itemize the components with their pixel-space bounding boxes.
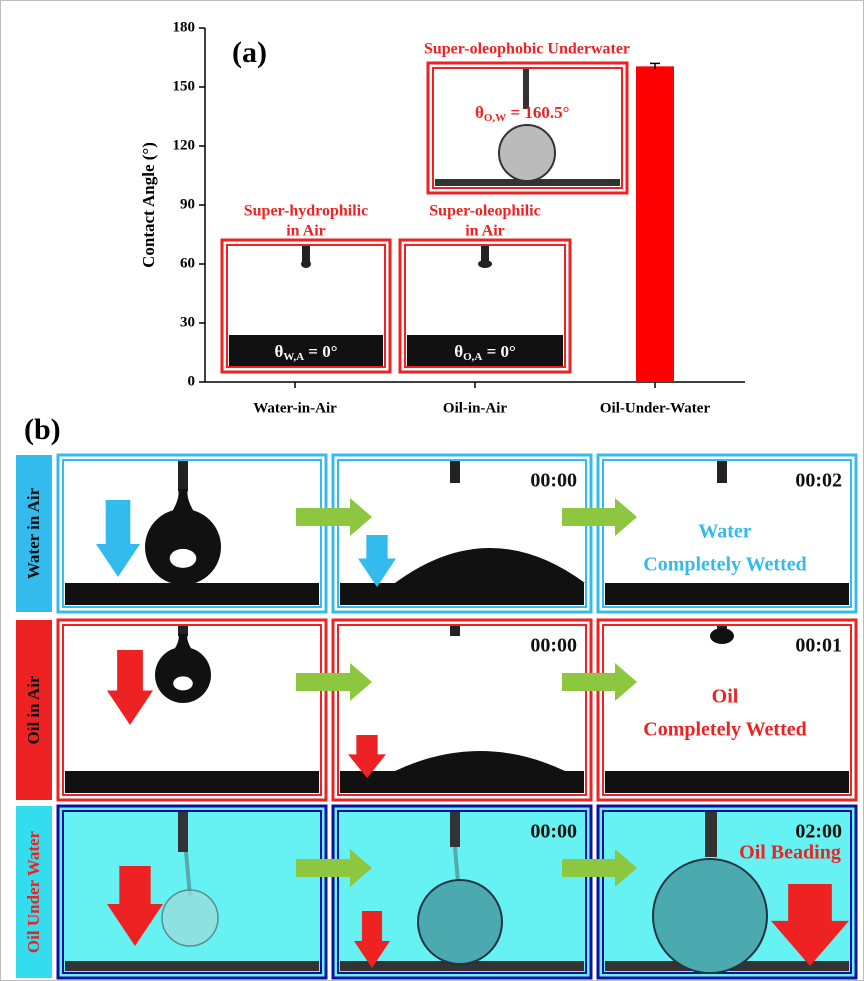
time-label: 02:00 [795,821,842,843]
y-tick-label: 180 [173,19,196,35]
row-label: Water in Air [24,487,43,579]
y-tick-label: 0 [188,373,196,389]
substrate [65,961,319,971]
y-tick-label: 60 [180,255,195,271]
droplet [155,647,211,703]
tail: = 0° [482,342,516,361]
needle [450,626,460,636]
substrate [65,771,319,793]
substrate [340,771,584,793]
row-label: Oil Under Water [24,830,43,953]
inset-title: in Air [286,223,326,240]
highlight [173,676,193,690]
bar [636,66,674,382]
subscript: O,A [463,351,482,363]
result-label: Completely Wetted [643,554,807,576]
y-tick-label: 30 [180,314,195,330]
inset-title: Super-oleophobic Underwater [424,41,630,58]
result-label: Water [698,521,751,543]
needle [705,812,717,857]
result-label: Oil [712,686,739,708]
droplet-tip [478,260,492,268]
needle [178,461,188,491]
y-tick-label: 90 [180,196,195,212]
droplet [499,125,555,181]
tail: = 160.5° [506,103,569,122]
panel-a-label: (a) [232,36,267,69]
needle [717,461,727,483]
result-label: Completely Wetted [643,719,807,741]
inset-title: Super-oleophilic [429,203,540,220]
needle [450,461,460,483]
row-label: Oil in Air [24,675,43,744]
needle [450,812,460,847]
droplet-tip [301,260,311,268]
time-label: 00:02 [795,470,842,492]
time-label: 00:00 [530,821,577,843]
time-label: 00:00 [530,635,577,657]
tail: = 0° [304,342,338,361]
subscript: W,A [283,351,304,363]
droplet [653,859,767,973]
y-tick-label: 120 [173,137,196,153]
symbol: θ [454,342,463,361]
figure: (a) (b) Contact Angle (°) 0 30 60 90 120 150 1… [0,0,864,981]
x-tick-label: Water-in-Air [253,400,337,416]
result-label: Oil Beading [739,842,841,864]
substrate [605,771,849,793]
inset-title: in Air [465,223,505,240]
substrate [65,583,319,605]
droplet-tip [710,628,734,644]
needle [178,812,188,852]
inset-title: Super-hydrophilic [244,203,368,220]
x-tick-label: Oil-in-Air [443,400,508,416]
symbol: θ [475,103,484,122]
substrate [605,583,849,605]
y-axis-label: Contact Angle (°) [139,142,158,268]
time-label: 00:01 [795,635,842,657]
subscript: O,W [484,112,506,124]
highlight [170,549,197,568]
symbol: θ [274,342,283,361]
droplet [162,890,218,946]
panel-b-label: (b) [24,413,61,446]
droplet [418,880,502,964]
time-label: 00:00 [530,470,577,492]
x-tick-label: Oil-Under-Water [600,400,711,416]
y-tick-label: 150 [173,78,196,94]
droplet [145,509,221,585]
